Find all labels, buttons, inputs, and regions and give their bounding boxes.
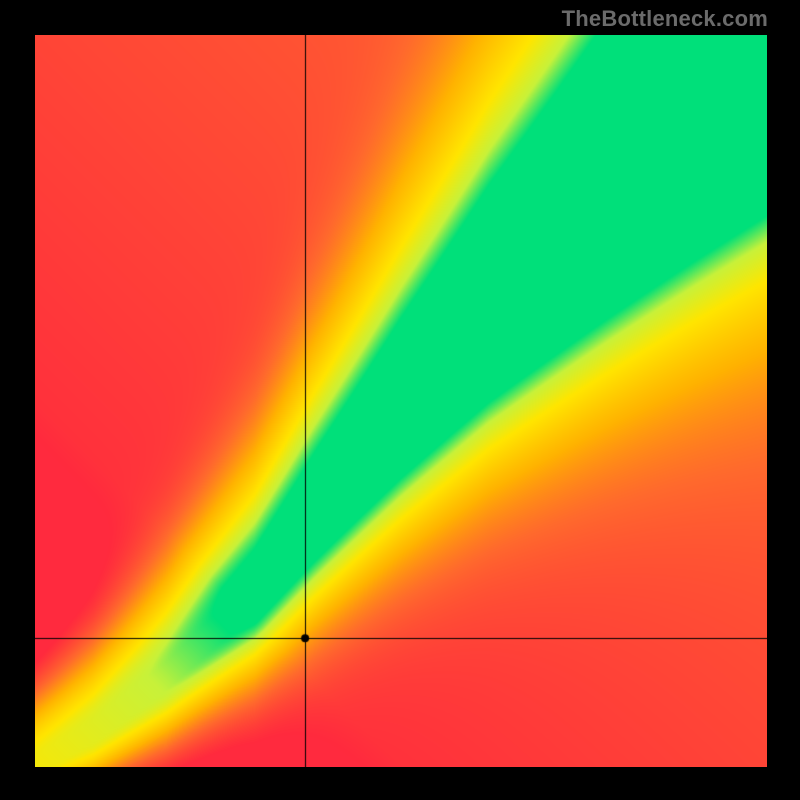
bottleneck-heatmap	[35, 35, 767, 767]
watermark-text: TheBottleneck.com	[562, 6, 768, 32]
